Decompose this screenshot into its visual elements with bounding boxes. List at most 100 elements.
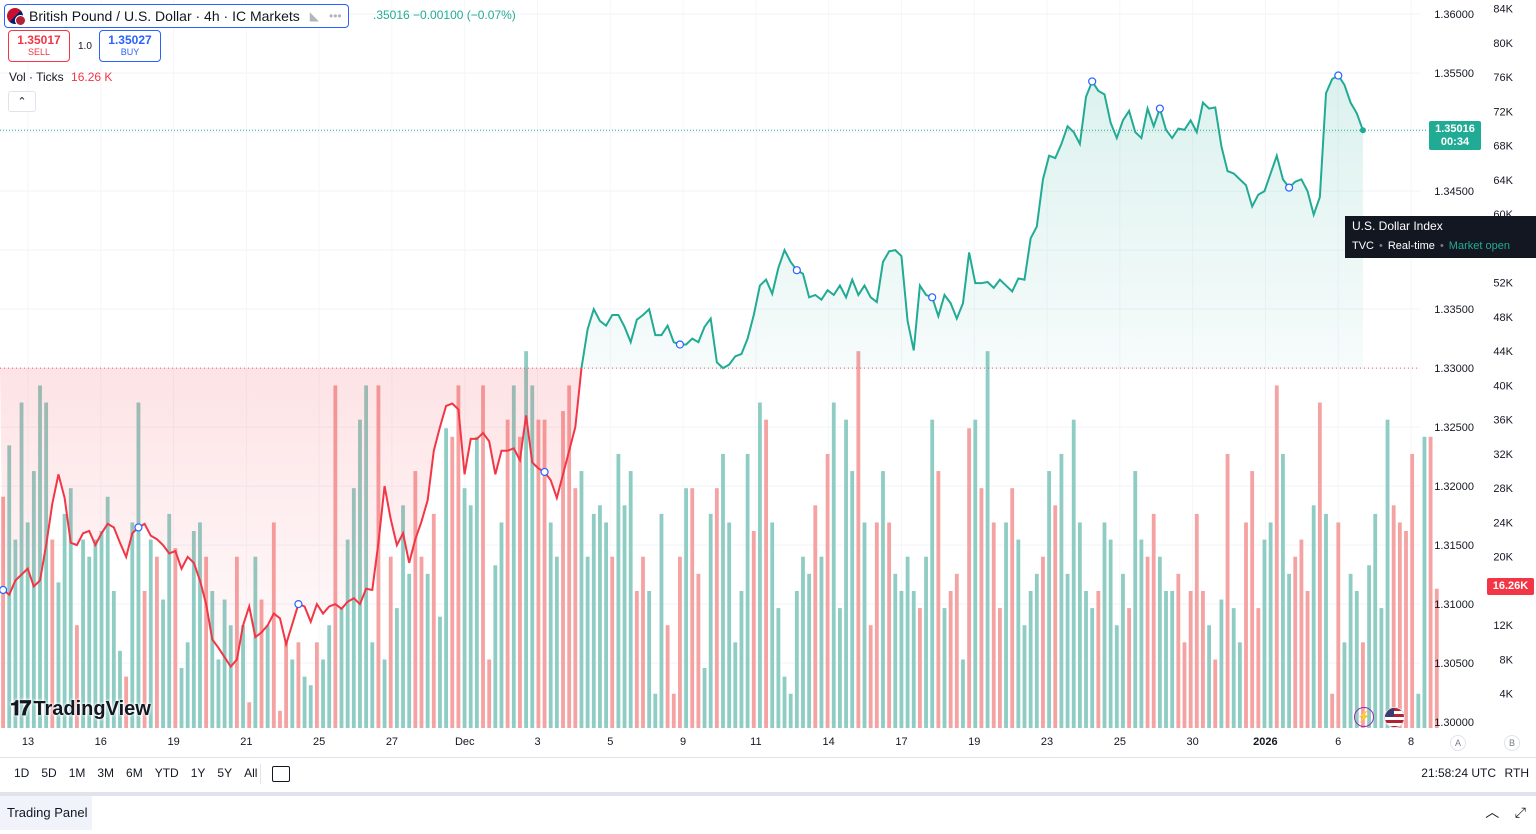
volume-bar (259, 599, 264, 728)
tooltip-mode: Real-time (1387, 240, 1435, 252)
volume-bar (911, 590, 916, 728)
volume-bar (530, 385, 535, 728)
volume-bar (1342, 642, 1347, 728)
volume-bar (727, 522, 732, 728)
x-tick-label: 17 (895, 736, 907, 748)
utc-clock[interactable]: 21:58:24 UTC (1421, 766, 1496, 780)
volume-bar (1059, 453, 1064, 728)
volume-bar (887, 522, 892, 728)
volume-bar (1434, 588, 1439, 728)
volume-bar (825, 453, 830, 728)
volume-bar (1022, 625, 1027, 728)
volume-bar (1281, 453, 1285, 728)
lightning-icon[interactable]: ⚡ (1354, 707, 1374, 727)
volume-bar (567, 385, 572, 728)
volume-bar (1004, 522, 1008, 728)
session-marker (1284, 183, 1294, 192)
volume-bar (253, 556, 258, 728)
volume-bar (302, 676, 307, 728)
volume-bar (930, 419, 935, 728)
volume-bar (942, 608, 947, 728)
session-marker (675, 340, 685, 349)
volume-legend[interactable]: Vol · Ticks 16.26 K (9, 70, 112, 84)
range-5y[interactable]: 5Y (217, 766, 233, 780)
session-marker (540, 467, 549, 477)
buy-price: 1.35027 (108, 33, 152, 47)
volume-bar (598, 505, 602, 728)
volume-bar (1182, 642, 1187, 728)
volume-bar (407, 573, 412, 728)
volume-legend-value: 16.26 K (71, 70, 113, 84)
volume-bar (1305, 590, 1310, 728)
volume-bar (370, 642, 375, 728)
more-options-icon[interactable]: ••• (329, 9, 342, 23)
symbol-header[interactable]: British Pound / U.S. Dollar · 4h · IC Ma… (4, 4, 349, 28)
price-volume-chart[interactable]: 1.360001.355001.350001.345001.340001.335… (0, 0, 1536, 757)
volume-bar (296, 642, 301, 728)
volume-bar (554, 556, 559, 728)
volume-tick-label: 4K (1500, 689, 1514, 701)
volume-bar (893, 573, 898, 728)
chevron-up-icon[interactable]: ︿ (1485, 804, 1500, 820)
volume-bar (758, 402, 762, 728)
volume-bar (659, 513, 664, 728)
x-tick-label: 25 (1114, 736, 1126, 748)
volume-bar (1336, 522, 1341, 728)
volume-bar (450, 436, 455, 728)
sell-button[interactable]: 1.35017 SELL (8, 30, 70, 62)
session-toggle[interactable]: RTH (1504, 766, 1529, 780)
range-3m[interactable]: 3M (97, 766, 115, 780)
range-1d[interactable]: 1D (14, 766, 30, 780)
x-tick-label: 9 (680, 736, 686, 748)
maximize-icon[interactable]: ⤢ (1514, 804, 1526, 820)
collapse-legend-button[interactable]: ⌃ (8, 91, 36, 112)
trading-panel-bar: Trading Panel ︿ ⤢ (0, 792, 1536, 834)
volume-bar (721, 453, 725, 728)
us-flag-icon[interactable] (1384, 707, 1405, 728)
volume-bar (179, 668, 184, 728)
volume-bar (678, 556, 682, 728)
volume-bar (68, 488, 73, 728)
volume-bar (1268, 522, 1273, 728)
tradingview-logo[interactable]: 𝟏𝟕 TradingView (10, 697, 151, 721)
volume-bar (456, 385, 461, 728)
scale-b-button[interactable]: B (1504, 735, 1520, 751)
volume-bar (431, 513, 436, 728)
volume-bar (696, 573, 701, 728)
session-marker (1334, 71, 1343, 80)
volume-bar (1274, 385, 1279, 728)
volume-bar (173, 548, 178, 728)
calendar-icon[interactable] (272, 766, 290, 782)
range-ytd[interactable]: YTD (154, 766, 179, 780)
volume-bar (997, 608, 1002, 728)
volume-bar (1170, 590, 1175, 728)
range-6m[interactable]: 6M (126, 766, 143, 780)
buy-button[interactable]: 1.35027 BUY (99, 30, 161, 62)
range-1y[interactable]: 1Y (190, 766, 206, 780)
volume-bar (1139, 539, 1144, 728)
price-tick-label: 1.33500 (1434, 304, 1474, 316)
volume-bar (1237, 642, 1242, 728)
range-1m[interactable]: 1M (68, 766, 86, 780)
volume-bar (167, 513, 172, 728)
flag-marker-icon[interactable]: ◣ (309, 9, 319, 23)
volume-bar (1373, 513, 1378, 728)
price-tick-label: 1.36000 (1434, 9, 1474, 21)
trading-panel-tab[interactable]: Trading Panel (0, 796, 92, 830)
volume-bar (1385, 419, 1390, 728)
volume-tick-label: 72K (1493, 106, 1513, 118)
scale-a-button[interactable]: A (1450, 735, 1466, 751)
price-tick-label: 1.31000 (1434, 599, 1474, 611)
volume-bar (874, 522, 879, 728)
volume-bar (905, 556, 910, 728)
volume-bar (948, 590, 953, 728)
volume-bar (665, 625, 670, 728)
volume-bar (690, 488, 695, 728)
volume-tick-label: 12K (1493, 620, 1513, 632)
volume-bar (44, 402, 49, 728)
volume-bar (924, 556, 928, 728)
volume-bar (1041, 556, 1045, 728)
range-all[interactable]: All (244, 766, 258, 780)
range-5d[interactable]: 5D (41, 766, 57, 780)
volume-bar (93, 539, 98, 728)
